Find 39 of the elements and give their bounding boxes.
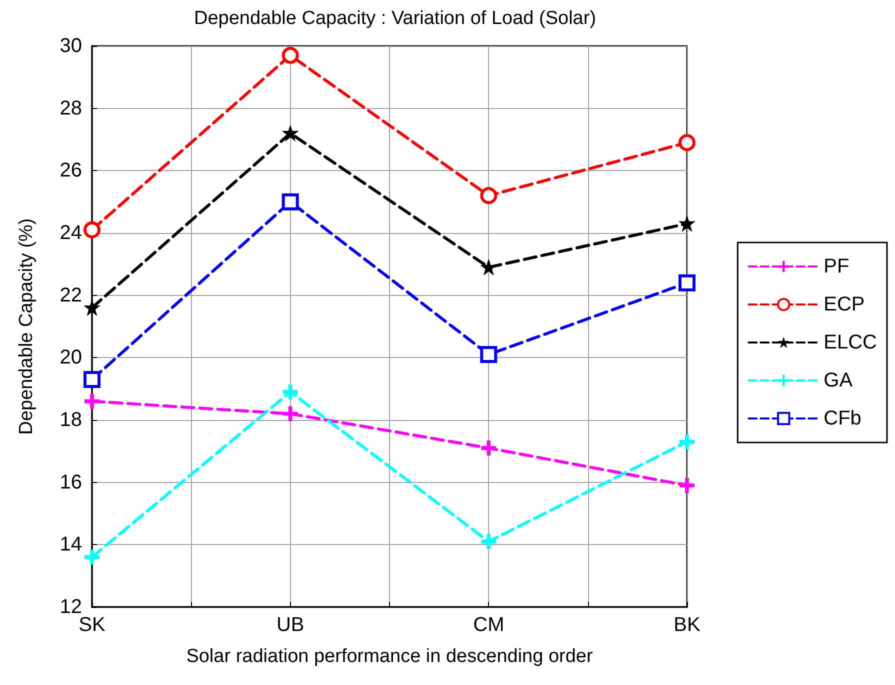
y-tick-label: 16 (60, 471, 82, 494)
point (282, 46, 299, 64)
y-tick-label: 26 (60, 160, 82, 182)
legend-label: PF (824, 256, 850, 278)
point (480, 187, 498, 204)
point (84, 394, 100, 409)
legend-label: ELCC (824, 332, 878, 354)
point (680, 478, 694, 493)
point (480, 346, 498, 364)
point (680, 434, 694, 450)
y-tick-label: 30 (60, 35, 82, 57)
point (282, 126, 298, 141)
legend-label: CFb (824, 408, 862, 430)
y-tick-label: 14 (60, 534, 82, 556)
legend-label: GA (824, 370, 854, 392)
point (481, 440, 496, 456)
point (678, 134, 696, 152)
x-tick-label: CM (473, 614, 504, 636)
y-axis-title: Dependable Capacity (%) (16, 218, 37, 435)
point (481, 534, 496, 550)
legend-label: ECP (824, 294, 865, 316)
point (282, 193, 299, 210)
point (680, 216, 694, 232)
chart-title: Dependable Capacity : Variation of Load (Solar) (194, 8, 596, 29)
point (282, 384, 298, 400)
point (84, 300, 100, 316)
x-tick-label: BK (674, 614, 701, 636)
point (282, 406, 298, 422)
y-tick-label: 28 (60, 97, 82, 120)
y-tick-label: 18 (60, 409, 82, 431)
point (678, 274, 696, 292)
point (84, 221, 100, 238)
point (84, 370, 100, 388)
x-tick-label: UB (276, 614, 304, 636)
x-axis-title: Solar radiation performance in descending order (186, 646, 594, 667)
y-tick-label: 22 (60, 284, 82, 306)
y-tick-label: 20 (60, 346, 82, 369)
point (84, 550, 100, 565)
y-tick-label: 24 (60, 222, 82, 244)
